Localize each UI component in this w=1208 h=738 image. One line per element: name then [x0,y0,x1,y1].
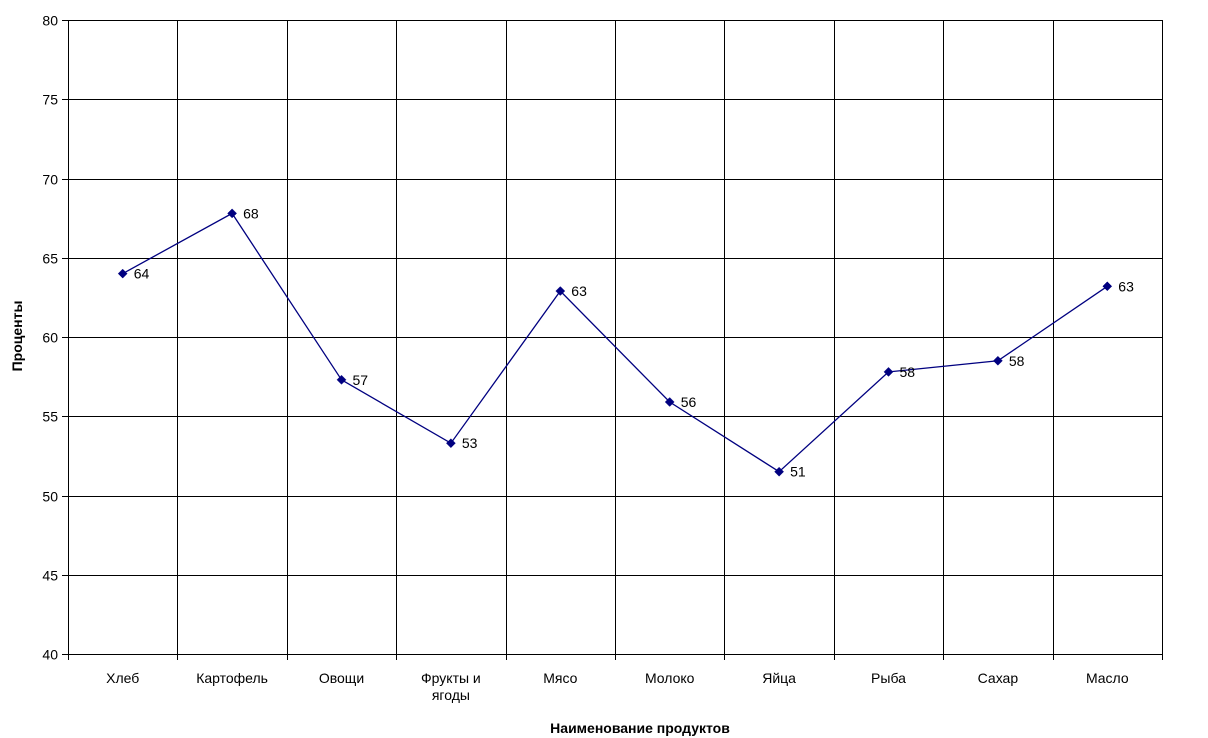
x-tick-label-line: Сахар [978,670,1019,686]
x-tick-labels: Хлеб Картофель Овощи Фрукты и ягоды Мясо Молок… [106,670,1129,703]
axes [62,20,1163,660]
data-label: 57 [353,372,369,388]
y-tick-label: 65 [42,251,58,267]
data-label: 68 [243,205,259,221]
data-point-marker [227,208,237,219]
x-tick-label-line: ягоды [432,687,470,703]
data-point-marker [993,355,1003,366]
x-tick-label-line: Фрукты и [421,670,481,686]
data-label: 64 [134,266,150,282]
y-tick-labels: 40 45 50 55 60 65 70 75 80 [42,13,58,663]
data-label: 56 [681,394,697,410]
y-axis-title: Проценты [9,301,25,372]
y-tick-label: 45 [42,568,58,584]
x-tick-label: Сахар [978,670,1019,686]
x-tick-label-line: Яйца [762,670,796,686]
data-label: 58 [900,364,916,380]
y-tick-label: 40 [42,647,58,663]
series [117,208,1113,477]
series-line [122,212,1108,473]
y-tick-label: 80 [42,13,58,29]
y-tick-label: 55 [42,409,58,425]
data-label: 63 [571,283,587,299]
grid [68,20,1163,655]
x-tick-label-line: Масло [1086,670,1129,686]
data-point-marker [336,374,347,385]
x-tick-label: Молоко [645,670,695,686]
x-tick-label: Фрукты и ягоды [421,670,481,703]
x-tick-label: Масло [1086,670,1129,686]
x-tick-label: Яйца [762,670,796,686]
x-tick-label: Картофель [196,670,268,686]
x-tick-label-line: Картофель [196,670,268,686]
data-label: 63 [1118,278,1134,294]
data-point-marker [774,466,784,477]
y-tick-label: 50 [42,489,58,505]
x-tick-label: Рыба [871,670,906,686]
data-labels: 64 68 57 53 63 56 51 58 58 63 [134,205,1134,479]
data-label: 51 [790,464,806,480]
x-tick-label: Хлеб [106,670,139,686]
data-label: 53 [462,435,478,451]
x-tick-label-line: Хлеб [106,670,139,686]
x-tick-label-line: Молоко [645,670,695,686]
data-label: 58 [1009,353,1025,369]
x-tick-label-line: Овощи [319,670,364,686]
data-point-marker [555,286,566,296]
data-point-marker [117,268,128,279]
data-point-marker [446,438,456,449]
y-tick-label: 75 [42,92,58,108]
x-tick-label-line: Мясо [543,670,577,686]
data-point-marker [664,397,675,407]
data-point-marker [1102,281,1113,292]
x-tick-label-line: Рыба [871,670,906,686]
x-tick-label: Овощи [319,670,364,686]
x-tick-label: Мясо [543,670,577,686]
y-tick-label: 60 [42,330,58,346]
x-axis-title: Наименование продуктов [550,720,730,736]
y-tick-label: 70 [42,172,58,188]
data-point-marker [883,367,894,377]
